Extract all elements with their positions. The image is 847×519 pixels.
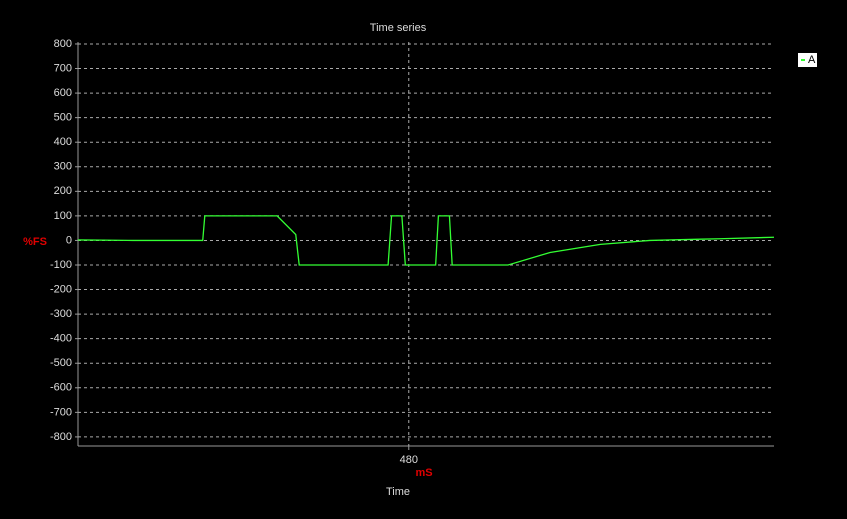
y-tick-label: -500 (50, 357, 72, 369)
y-tick-label: -300 (50, 308, 72, 320)
y-tick-label: -200 (50, 283, 72, 295)
y-tick-label: -400 (50, 333, 72, 345)
y-tick-label: 400 (54, 136, 72, 148)
y-tick-label: 0 (66, 234, 72, 246)
y-tick-label: 700 (54, 62, 72, 74)
series-line (77, 215, 775, 266)
y-tick-label: 600 (54, 87, 72, 99)
y-tick-label: -800 (50, 431, 72, 443)
y-tick-label: -100 (50, 259, 72, 271)
y-tick-label: 800 (54, 38, 72, 50)
x-tick-label: 480 (400, 454, 418, 466)
y-axis-label: %FS (23, 236, 47, 248)
x-axis-unit: mS (415, 467, 432, 479)
x-axis-label: Time (386, 486, 410, 498)
y-tick-label: -600 (50, 382, 72, 394)
y-tick-label: 200 (54, 185, 72, 197)
legend-label: A (808, 54, 816, 66)
y-tick-label: 100 (54, 210, 72, 222)
y-tick-label: 500 (54, 112, 72, 124)
y-tick-label: 300 (54, 161, 72, 173)
chart-title: Time series (370, 22, 427, 34)
legend-box[interactable] (798, 53, 817, 67)
y-tick-label: -700 (50, 406, 72, 418)
